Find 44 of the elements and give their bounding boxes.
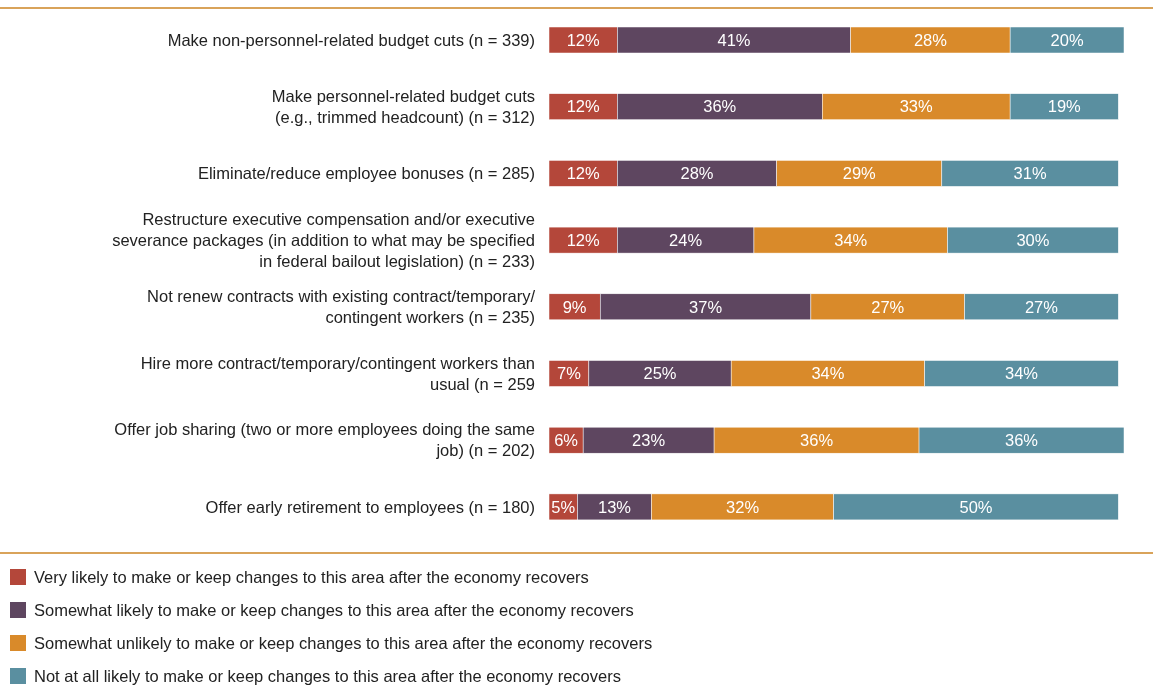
data-label: 37%	[689, 297, 723, 316]
data-label: 50%	[959, 497, 993, 516]
data-label: 12%	[566, 230, 600, 249]
data-label: 25%	[643, 364, 677, 383]
data-label: 27%	[1024, 297, 1059, 316]
data-label: 12%	[566, 30, 600, 49]
legend-label: Somewhat unlikely to make or keep changes to this area after the economy recovers	[34, 633, 653, 652]
y-tick-label: Offer early retirement to employees (n = 180)	[205, 497, 535, 516]
data-label: 28%	[913, 30, 948, 49]
data-label: 34%	[811, 364, 845, 383]
y-tick-label: Eliminate/reduce employee bonuses (n = 285)	[197, 164, 535, 183]
data-label: 5%	[551, 497, 576, 516]
data-label: 6%	[554, 430, 579, 449]
y-tick-label: Restructure executive compensation and/or executive severance packages (in addition to what may be specified in federal bailout legislation) (n = 233)	[112, 209, 535, 270]
y-tick-label: Make non-personnel-related budget cuts (n = 339)	[167, 30, 535, 49]
y-tick-label: Offer job sharing (two or more employees doing the same job) (n = 202)	[114, 420, 535, 460]
data-label: 36%	[1005, 430, 1039, 449]
data-label: 34%	[834, 230, 868, 249]
data-label: 12%	[566, 164, 600, 183]
legend-label: Very likely to make or keep changes to this area after the economy recovers	[34, 567, 589, 586]
data-label: 19%	[1047, 97, 1082, 116]
data-label: 29%	[842, 164, 877, 183]
data-label: 28%	[680, 164, 714, 183]
data-label: 9%	[562, 297, 587, 316]
data-label: 36%	[703, 97, 737, 116]
y-tick-label: Hire more contract/temporary/contingent workers than usual (n = 259	[140, 353, 535, 393]
legend-label: Not at all likely to make or keep changes to this area after the economy recovers	[34, 666, 621, 685]
data-label: 24%	[669, 230, 703, 249]
y-tick-label: Make personnel-related budget cuts (e.g., trimmed headcount) (n = 312)	[271, 86, 535, 126]
legend-label: Somewhat likely to make or keep changes to this area after the economy recovers	[34, 600, 634, 619]
data-label: 34%	[1005, 364, 1039, 383]
data-label: 23%	[632, 430, 666, 449]
data-label: 20%	[1050, 30, 1084, 49]
data-label: 30%	[1016, 230, 1050, 249]
data-label: 36%	[800, 430, 834, 449]
data-label: 27%	[871, 297, 905, 316]
data-label: 41%	[717, 30, 751, 49]
data-label: 33%	[899, 97, 934, 116]
data-label: 32%	[726, 497, 760, 516]
y-tick-label: Not renew contracts with existing contract/temporary/ contingent workers (n = 235)	[147, 287, 536, 327]
data-label: 13%	[597, 497, 632, 516]
data-label: 7%	[557, 364, 582, 383]
data-label: 12%	[566, 97, 600, 116]
data-label: 31%	[1013, 164, 1047, 183]
